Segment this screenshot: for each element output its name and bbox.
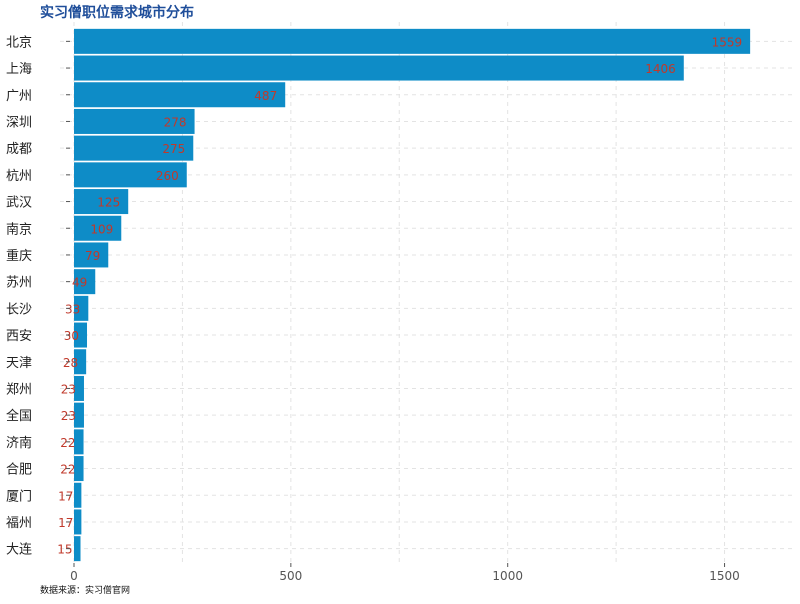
data-label: 79 [85,249,100,263]
data-label: 125 [97,196,120,210]
data-label: 1406 [645,62,676,76]
bar [74,82,286,108]
category-label: 上海 [6,62,32,77]
data-label: 28 [63,356,78,370]
data-label: 22 [60,463,75,477]
x-tick-label: 500 [279,569,302,583]
category-label: 重庆 [6,248,32,264]
category-label: 苏州 [6,275,32,291]
category-label: 杭州 [6,169,32,184]
chart-caption: 数据来源：实习僧官网 [40,584,130,596]
category-label: 厦门 [6,489,32,504]
data-label: 17 [58,516,73,530]
category-label: 深圳 [6,115,32,130]
data-label: 17 [58,489,73,503]
x-tick-label: 1500 [709,569,740,583]
bar [74,429,84,455]
data-label: 23 [61,409,76,423]
axis-layer: 北京上海广州深圳成都杭州武汉南京重庆苏州长沙西安天津郑州全国济南合肥厦门福州大连… [6,35,740,583]
data-label: 15 [57,543,72,557]
bar [74,55,684,81]
chart-title: 实习僧职位需求城市分布 [40,4,194,21]
bar [74,349,87,375]
data-label: 23 [61,382,76,396]
category-label: 广州 [6,89,32,104]
data-label: 1559 [712,35,743,49]
category-label: 南京 [6,221,32,237]
bar [74,242,109,268]
bar [74,322,88,348]
bar [74,269,96,295]
data-label: 30 [64,329,79,343]
bar [74,108,195,134]
bar [74,162,187,188]
data-label: 109 [90,222,113,236]
bar [74,402,84,428]
data-label: 260 [156,169,179,183]
label-layer: 1559 1406 487 278 275 260 125 109 79 49 33 30 28 23 23… [57,35,742,556]
data-label: 275 [162,142,185,156]
bar [74,509,82,535]
category-label: 天津 [6,356,32,371]
bar-layer [74,28,751,562]
category-label: 福州 [6,516,32,531]
data-label: 33 [65,302,80,316]
data-label: 487 [254,89,277,103]
category-label: 西安 [6,329,32,344]
bar [74,536,81,562]
bar [74,482,82,508]
data-label: 22 [60,436,75,450]
bar [74,295,89,321]
category-label: 成都 [6,142,32,157]
x-tick-label: 1000 [492,569,523,583]
data-label: 278 [164,115,187,129]
category-label: 大连 [6,542,32,558]
category-label: 郑州 [6,382,32,397]
bar [74,375,84,401]
category-label: 全国 [6,408,32,424]
bar [74,456,84,482]
category-label: 武汉 [6,196,32,211]
category-label: 长沙 [6,302,32,317]
category-label: 济南 [6,435,32,451]
x-tick-label: 0 [70,569,78,583]
bar [74,215,122,241]
bar [74,28,751,54]
bar [74,135,194,161]
bar [74,189,129,215]
category-label: 北京 [6,35,32,50]
data-label: 49 [72,276,87,290]
category-label: 合肥 [6,463,32,478]
